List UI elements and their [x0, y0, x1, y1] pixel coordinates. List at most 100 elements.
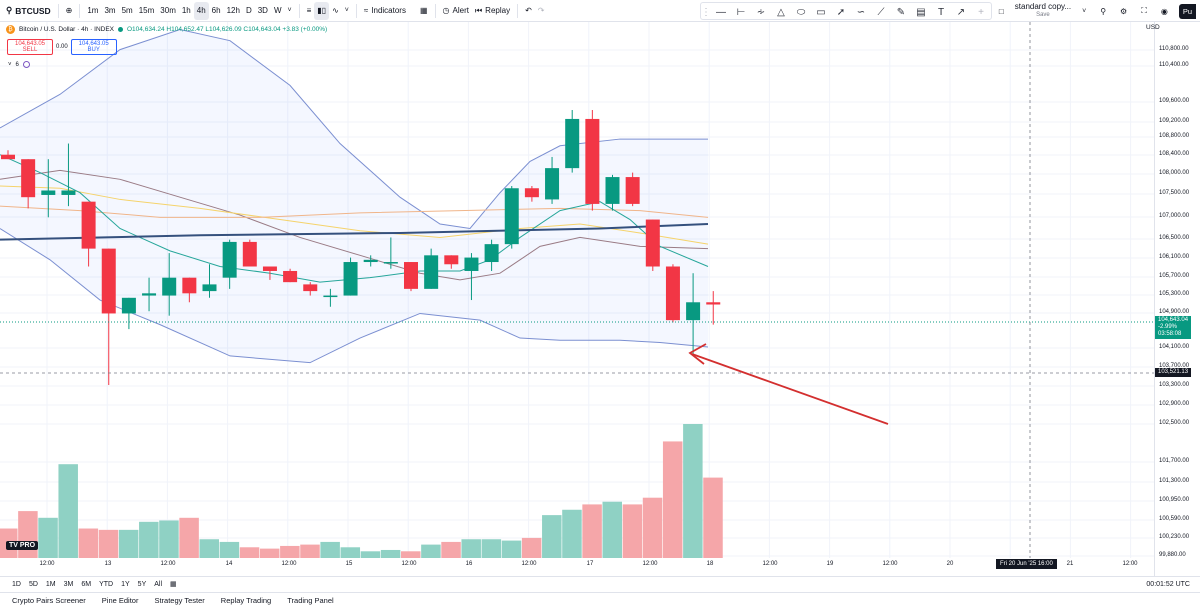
interval-5m[interactable]: 5m	[121, 6, 133, 15]
interval-3m[interactable]: 3m	[104, 6, 116, 15]
candle-body	[383, 262, 398, 264]
price-chart[interactable]	[0, 22, 1154, 558]
publish-button[interactable]: Pu	[1178, 3, 1196, 19]
interval-30m[interactable]: 30m	[160, 6, 176, 15]
redo-icon[interactable]: ↷	[537, 6, 545, 15]
layout-icon[interactable]: □	[998, 6, 1004, 16]
range-1d[interactable]: 1D	[12, 580, 21, 588]
volume-bar	[320, 541, 340, 558]
price-tick: 109,200.00	[1159, 118, 1190, 124]
range-6m[interactable]: 6M	[81, 580, 92, 588]
quick-search-icon[interactable]: ⚲	[1100, 6, 1107, 16]
chart-type-dropdown-icon[interactable]: ˅	[344, 7, 349, 14]
footer-tab-strategy-tester[interactable]: Strategy Tester	[154, 596, 205, 605]
volume-bar	[18, 511, 38, 558]
calendar-icon[interactable]: ▦	[170, 581, 177, 588]
measure-icon[interactable]: ↗	[956, 6, 966, 18]
range-all[interactable]: All	[154, 580, 163, 588]
line-chart-icon[interactable]: ∿	[332, 6, 339, 15]
time-axis[interactable]: 12:00 13 12:00 14 12:00 15 12:00 16 12:00 17 12:00…	[0, 558, 1154, 576]
trend-line-icon[interactable]: ⟋	[877, 6, 885, 18]
crosshair-icon[interactable]: +	[978, 6, 984, 18]
interval-15m[interactable]: 15m	[138, 6, 155, 15]
range-1m[interactable]: 1M	[45, 580, 56, 588]
settings-gear-icon[interactable]: ⚙	[1120, 6, 1128, 16]
range-5d[interactable]: 5D	[28, 580, 38, 588]
range-3m[interactable]: 3M	[63, 580, 74, 588]
footer-tab-pine-editor[interactable]: Pine Editor	[101, 596, 139, 605]
text-icon[interactable]: T	[937, 6, 945, 18]
interval-4h[interactable]: 4h	[193, 1, 209, 20]
layout-name-button[interactable]: standard copy... Save	[1015, 3, 1071, 19]
candle-body	[524, 188, 539, 198]
layout-save-label: Save	[1036, 12, 1050, 18]
footer-tab-replay-trading[interactable]: Replay Trading	[220, 596, 272, 605]
time-tick: 17	[586, 561, 594, 567]
bitcoin-logo-icon: ₿	[6, 25, 15, 34]
camera-icon[interactable]: ◉	[1160, 6, 1168, 16]
candle-body	[585, 118, 600, 204]
currency-label[interactable]: USD	[1146, 24, 1160, 31]
candle-body	[101, 248, 116, 314]
interval-1h[interactable]: 1h	[181, 6, 191, 15]
time-tick: 19	[826, 561, 834, 567]
footer-tab-crypto-pairs-screener[interactable]: Crypto Pairs Screener	[12, 596, 86, 605]
buy-price: 104,643.05	[78, 40, 109, 47]
candle-body	[182, 277, 197, 294]
indicator-toggle[interactable]: ˅ 6	[8, 61, 30, 68]
bottom-panel-tabs: Crypto Pairs Screener Pine Editor Strategy…	[0, 592, 1200, 608]
sell-button[interactable]: 104,643.05 SELL	[7, 39, 53, 55]
add-symbol-icon[interactable]: ⊕	[65, 6, 73, 15]
horizontal-line-icon[interactable]: —	[716, 6, 726, 18]
range-5y[interactable]: 5Y	[137, 580, 147, 588]
rectangle-icon[interactable]: ▭	[816, 6, 826, 18]
pattern-icon[interactable]: ∻	[756, 6, 766, 18]
replay-button[interactable]: ⏮ Replay	[472, 2, 513, 20]
path-icon[interactable]: ➚	[836, 6, 846, 18]
buy-button[interactable]: 104,643.05 BUY	[70, 39, 117, 55]
candle-body	[686, 302, 701, 321]
volume-bar	[78, 528, 99, 558]
alert-button[interactable]: ◷ Alert	[440, 2, 472, 20]
interval-12h[interactable]: 12h	[226, 6, 240, 15]
drag-handle-icon[interactable]: ⋮	[701, 6, 711, 18]
buy-label: BUY	[87, 47, 100, 53]
candles-icon[interactable]: ▮▯	[314, 1, 330, 20]
layout-dropdown-icon[interactable]: ˅	[1082, 7, 1087, 15]
interval-d[interactable]: D	[245, 6, 252, 15]
indicator-count: 6	[15, 61, 19, 68]
chart-legend[interactable]: ₿ Bitcoin / U.S. Dollar · 4h · INDEX O10…	[6, 25, 327, 34]
bar-style-icon[interactable]: ≡	[306, 6, 312, 15]
legend-ohlc: O104,634.24 H104,652.47 L104,626.09 C104…	[127, 26, 328, 33]
footer-tab-trading-panel[interactable]: Trading Panel	[287, 596, 334, 605]
current-price-value: 104,643.04	[1158, 317, 1189, 323]
triangle-icon[interactable]: △	[777, 6, 785, 18]
divider	[355, 3, 357, 18]
range-ytd[interactable]: YTD	[99, 580, 114, 588]
symbol-search[interactable]: ⚲ BTCUSD	[0, 2, 54, 20]
tradingview-logo[interactable]: TV PRO	[6, 541, 39, 550]
candle-body	[605, 177, 620, 204]
utc-clock[interactable]: 00:01:52 UTC	[1146, 580, 1190, 588]
sell-price: 104,643.05	[14, 40, 46, 47]
undo-icon[interactable]: ↶	[525, 6, 532, 15]
range-1y[interactable]: 1Y	[121, 580, 130, 588]
interval-w[interactable]: W	[273, 6, 282, 15]
interval-1m[interactable]: 1m	[87, 6, 99, 15]
volume-bar	[662, 441, 683, 558]
brush-icon[interactable]: ∽	[856, 6, 866, 18]
fullscreen-icon[interactable]: ⛶	[1141, 6, 1147, 15]
interval-6h[interactable]: 6h	[211, 6, 221, 15]
templates-icon[interactable]: ▦	[419, 6, 428, 15]
long-position-icon[interactable]: ▤	[916, 6, 926, 18]
interval-dropdown-icon[interactable]: ˅	[287, 7, 292, 14]
volume-bar	[683, 424, 703, 558]
price-axis[interactable]: 110,800.00 110,400.00 109,600.00 109,200.00…	[1154, 22, 1200, 576]
horizontal-ray-icon[interactable]: ⊢	[736, 6, 746, 18]
ellipse-icon[interactable]: ⬭	[796, 6, 806, 18]
pen-icon[interactable]: ✎	[896, 6, 906, 18]
divider	[79, 3, 81, 18]
interval-3d[interactable]: 3D	[257, 6, 268, 15]
indicators-button[interactable]: ≈ Indicators	[361, 2, 409, 20]
price-tick: 110,800.00	[1159, 46, 1189, 52]
